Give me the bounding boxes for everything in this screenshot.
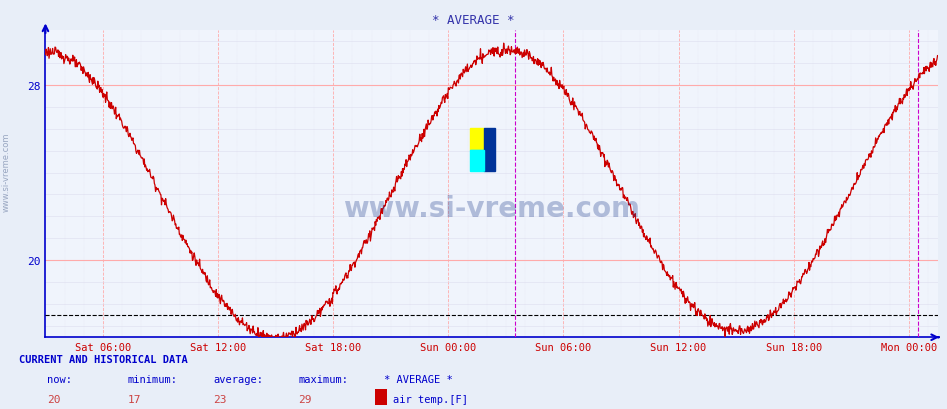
Text: now:: now:	[47, 374, 72, 384]
Text: 29: 29	[298, 393, 312, 404]
Text: * AVERAGE *: * AVERAGE *	[432, 14, 515, 27]
Text: 23: 23	[213, 393, 226, 404]
Bar	[484, 129, 495, 172]
Text: 17: 17	[128, 393, 141, 404]
Polygon shape	[470, 150, 484, 172]
Text: average:: average:	[213, 374, 263, 384]
Text: 20: 20	[47, 393, 61, 404]
Text: www.si-vreme.com: www.si-vreme.com	[2, 132, 11, 211]
Text: * AVERAGE *: * AVERAGE *	[384, 374, 453, 384]
Text: air temp.[F]: air temp.[F]	[393, 393, 468, 404]
Bar	[470, 150, 484, 172]
Text: CURRENT AND HISTORICAL DATA: CURRENT AND HISTORICAL DATA	[19, 354, 188, 364]
Text: maximum:: maximum:	[298, 374, 348, 384]
Bar	[470, 129, 484, 150]
Text: www.si-vreme.com: www.si-vreme.com	[343, 195, 640, 222]
Text: minimum:: minimum:	[128, 374, 178, 384]
